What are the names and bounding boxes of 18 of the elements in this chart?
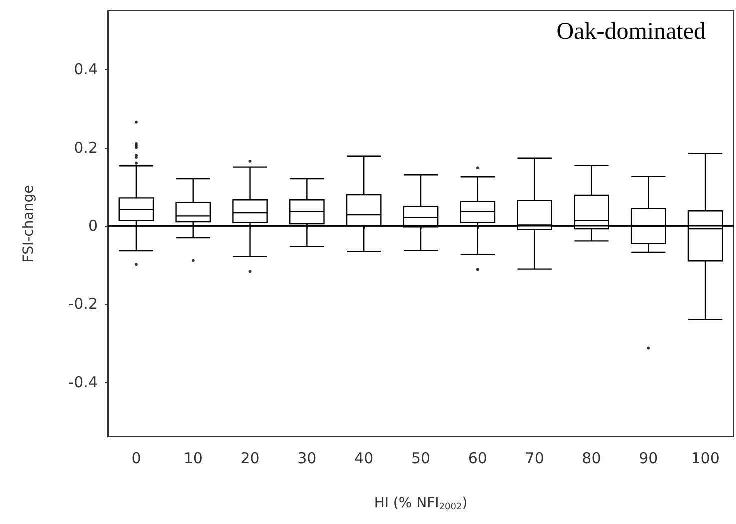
- x-tick-label: 100: [691, 450, 720, 468]
- x-tick-label: 50: [411, 450, 431, 468]
- y-tick-label: -0.4: [68, 373, 98, 392]
- x-tick-label: 40: [354, 450, 374, 468]
- y-tick-label: -0.2: [68, 295, 98, 314]
- y-tick-label: 0.2: [74, 138, 98, 157]
- x-tick-label: 0: [132, 450, 142, 468]
- y-axis-title: FSI-change: [21, 185, 37, 263]
- x-tick-label: 90: [639, 450, 658, 468]
- annotation: Oak-dominated: [556, 19, 706, 45]
- x-tick-label: 60: [468, 450, 488, 468]
- x-tick-label: 70: [525, 450, 544, 468]
- x-tick-label: 80: [582, 450, 602, 468]
- y-tick-label: 0.4: [74, 60, 98, 79]
- x-tick-label: 20: [240, 450, 260, 468]
- x-tick-label: 10: [184, 450, 203, 468]
- x-tick-label: 30: [298, 450, 317, 468]
- y-tick-label: 0: [88, 216, 98, 235]
